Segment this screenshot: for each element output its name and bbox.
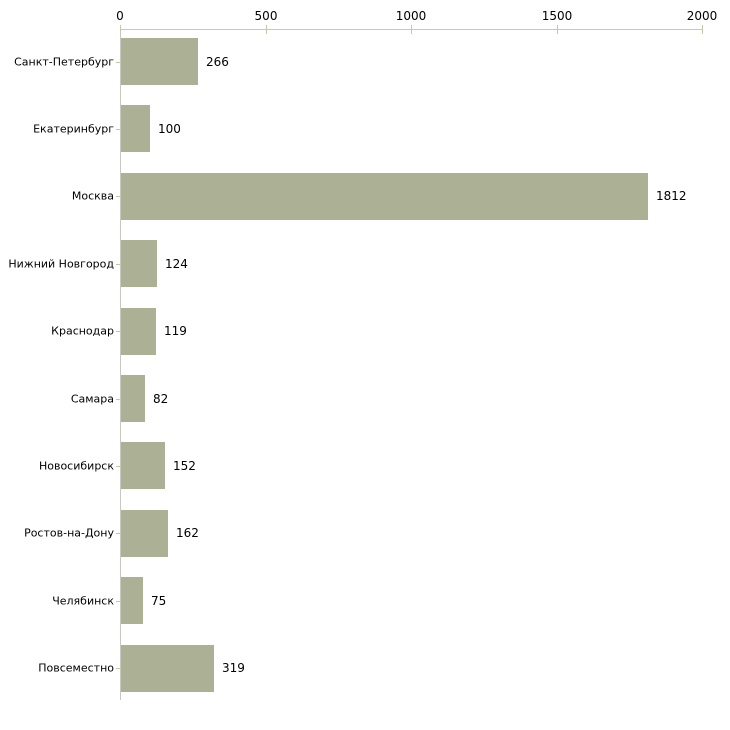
y-axis-tick-mark [116,62,120,63]
y-axis-tick-mark [116,399,120,400]
category-label: Екатеринбург [33,122,114,136]
category-label: Повсеместно [38,661,114,675]
x-axis-tick-mark [120,25,121,34]
value-label: 162 [176,526,199,541]
bar [121,38,198,85]
bar [121,308,156,355]
value-label: 124 [165,256,188,271]
value-label: 319 [222,661,245,676]
category-label: Ростов-на-Дону [24,526,114,540]
x-axis-tick-mark [266,25,267,34]
value-label: 1812 [656,189,687,204]
x-axis-tick-label: 500 [254,9,278,23]
x-axis-tick-mark [557,25,558,34]
category-label: Челябинск [52,594,114,608]
x-axis-tick-label: 0 [116,9,124,23]
y-axis-tick-mark [116,466,120,467]
category-label: Краснодар [51,324,114,338]
bar [121,510,168,557]
category-label: Нижний Новгород [8,257,114,271]
y-axis-tick-mark [116,196,120,197]
x-axis-tick-label: 2000 [686,9,718,23]
value-label: 119 [164,324,187,339]
y-axis-tick-mark [116,601,120,602]
y-axis-tick-mark [116,331,120,332]
value-label: 75 [151,593,167,608]
value-label: 152 [173,458,196,473]
y-axis-tick-mark [116,533,120,534]
x-axis-tick-label: 1500 [541,9,573,23]
category-label: Москва [71,189,114,203]
bar [121,645,214,692]
bar [121,240,157,287]
bar [121,105,150,152]
y-axis-tick-mark [116,264,120,265]
x-axis-tick-label: 1000 [395,9,427,23]
y-axis-tick-mark [116,129,120,130]
x-axis-tick-mark [702,25,703,34]
category-label: Самара [70,392,114,405]
bar [121,173,648,220]
category-label: Санкт-Петербург [14,55,114,68]
value-label: 82 [153,391,169,406]
bar [121,442,165,489]
y-axis-line [120,29,121,700]
category-label: Новосибирск [38,459,114,473]
value-label: 100 [158,121,181,136]
bar [121,577,143,624]
bar [121,375,145,422]
value-label: 266 [206,54,229,69]
x-axis-tick-mark [411,25,412,34]
y-axis-tick-mark [116,668,120,669]
